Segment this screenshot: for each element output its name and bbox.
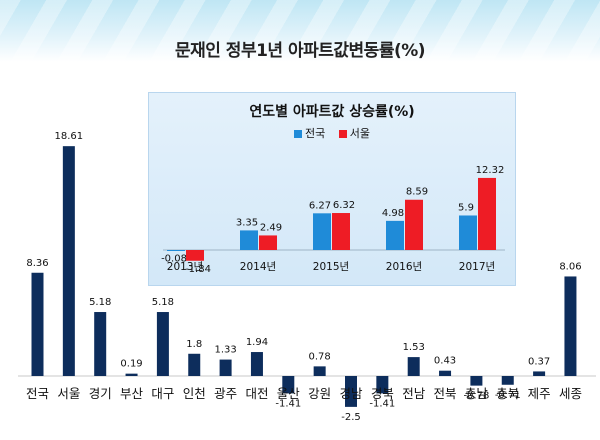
main-chart-title: 문재인 정부1년 아파트값변동률(%) [174,41,426,61]
year-label: 2015년 [313,261,349,273]
banner-decoration [0,0,600,62]
category-label: 울산 [277,386,301,401]
category-label: 광주 [214,386,237,401]
bar-national [167,250,185,251]
category-label: 충남 [465,386,489,401]
value-label: 0.19 [120,359,142,370]
bar-seoul [405,199,423,250]
bar-seoul [259,235,277,250]
category-label: 경남 [339,386,363,401]
value-label-seoul: 8.59 [406,187,428,198]
category-label: 제주 [528,386,551,401]
value-label-national: 5.9 [458,202,474,213]
category-label: 부산 [120,386,144,401]
bar-seoul [332,213,350,250]
bar-national [459,215,477,250]
bar [282,376,295,394]
bar [94,312,107,376]
bar [313,366,326,376]
value-label-seoul: -1.84 [185,264,211,275]
year-label: 2016년 [386,261,422,273]
bar [501,376,514,385]
category-label: 강원 [308,386,331,401]
bar-national [386,220,404,250]
value-label: 0.43 [434,356,456,367]
category-label: 경북 [371,386,394,401]
bar [439,370,452,376]
value-label: 5.18 [89,297,111,308]
legend-item-seoul: 서울 [338,125,370,141]
value-label-national: -0.08 [161,253,187,264]
bar [533,371,546,376]
category-label: 전국 [26,386,49,401]
value-label-seoul: 2.49 [260,222,282,233]
yearly-inset-panel: -0.08 -1.84 2013년 3.35 2.49 2014년 6.27 6.32 2015… [148,92,516,286]
value-label: 8.06 [559,261,581,272]
category-label: 세종 [559,386,582,401]
value-label: 8.36 [26,258,48,269]
year-label: 2013년 [167,261,203,273]
value-label-national: 4.98 [382,208,404,219]
value-label-seoul: 6.32 [333,200,355,211]
year-label: 2017년 [459,261,495,273]
inset-chart-title: 연도별 아파트값 상승률(%) [249,104,415,120]
value-label: 1.33 [214,345,236,356]
title-banner [0,0,600,62]
category-label: 경기 [89,386,112,401]
value-label: -1.41 [275,398,301,409]
bar [376,376,389,394]
legend-swatch-seoul [338,130,347,138]
value-label-national: 6.27 [309,200,331,211]
bar [219,359,232,376]
year-label: 2014년 [240,261,276,273]
legend-swatch-national [294,130,302,138]
category-label: 서울 [57,386,80,401]
bar [470,376,483,386]
bar-seoul [478,177,496,250]
value-label: 0.78 [309,351,331,362]
legend-label-national: 전국 [305,127,326,140]
value-label: 18.61 [55,131,84,142]
bar [31,272,44,376]
bar [345,376,357,407]
category-label: 대전 [245,386,268,401]
bar [407,357,420,376]
value-label: 5.18 [152,297,174,308]
value-label-national: 3.35 [236,217,258,228]
value-label: 1.53 [403,342,425,353]
value-label: -0.71 [495,390,521,401]
bar [156,312,169,376]
bar [188,353,201,376]
legend-label-seoul: 서울 [349,127,370,140]
legend-item-national: 전국 [294,125,325,141]
value-label: 1.94 [246,337,268,348]
category-label: 전남 [402,386,426,401]
value-label-seoul: 12.32 [476,165,505,176]
category-label: 인천 [183,386,206,401]
bar-national [240,230,258,250]
category-label: 전북 [434,386,457,401]
bar [62,146,75,376]
inset-legend: 전국 서울 [149,125,515,141]
value-label: 1.8 [186,339,202,350]
bar-seoul [186,250,204,261]
value-label: -1.41 [369,398,395,409]
value-label: -2.5 [341,412,361,423]
category-label: 충북 [496,386,519,401]
bar-national [313,213,331,250]
category-label: 대구 [151,386,174,401]
bar [125,373,138,376]
value-label: -0.78 [463,391,489,402]
value-label: 0.37 [528,356,550,367]
bar [250,352,263,376]
bar [564,276,577,376]
